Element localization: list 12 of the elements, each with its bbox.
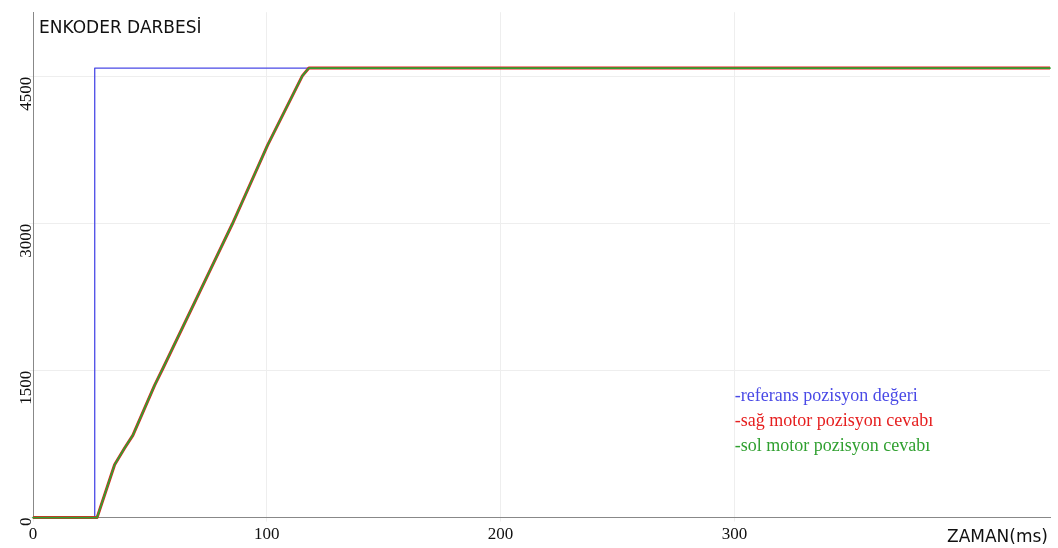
x-axis-title: ZAMAN(ms) (947, 525, 1048, 546)
x-tick-label: 100 (254, 524, 280, 544)
text: -sağ motor pozisyon cevabı (734, 410, 934, 431)
chart-title: ENKODER DARBESİ (39, 17, 202, 38)
y-tick-label: 0 (16, 517, 36, 527)
y-tick-label: 3000 (16, 223, 36, 258)
x-tick-label: 300 (721, 524, 748, 544)
y-tick-label: 4500 (16, 76, 36, 111)
text: -sol motor pozisyon cevabı (734, 435, 931, 456)
x-tick-label: 200 (487, 524, 514, 544)
y-tick-label: 1500 (16, 370, 36, 405)
text: -referans pozisyon değeri (734, 385, 918, 406)
